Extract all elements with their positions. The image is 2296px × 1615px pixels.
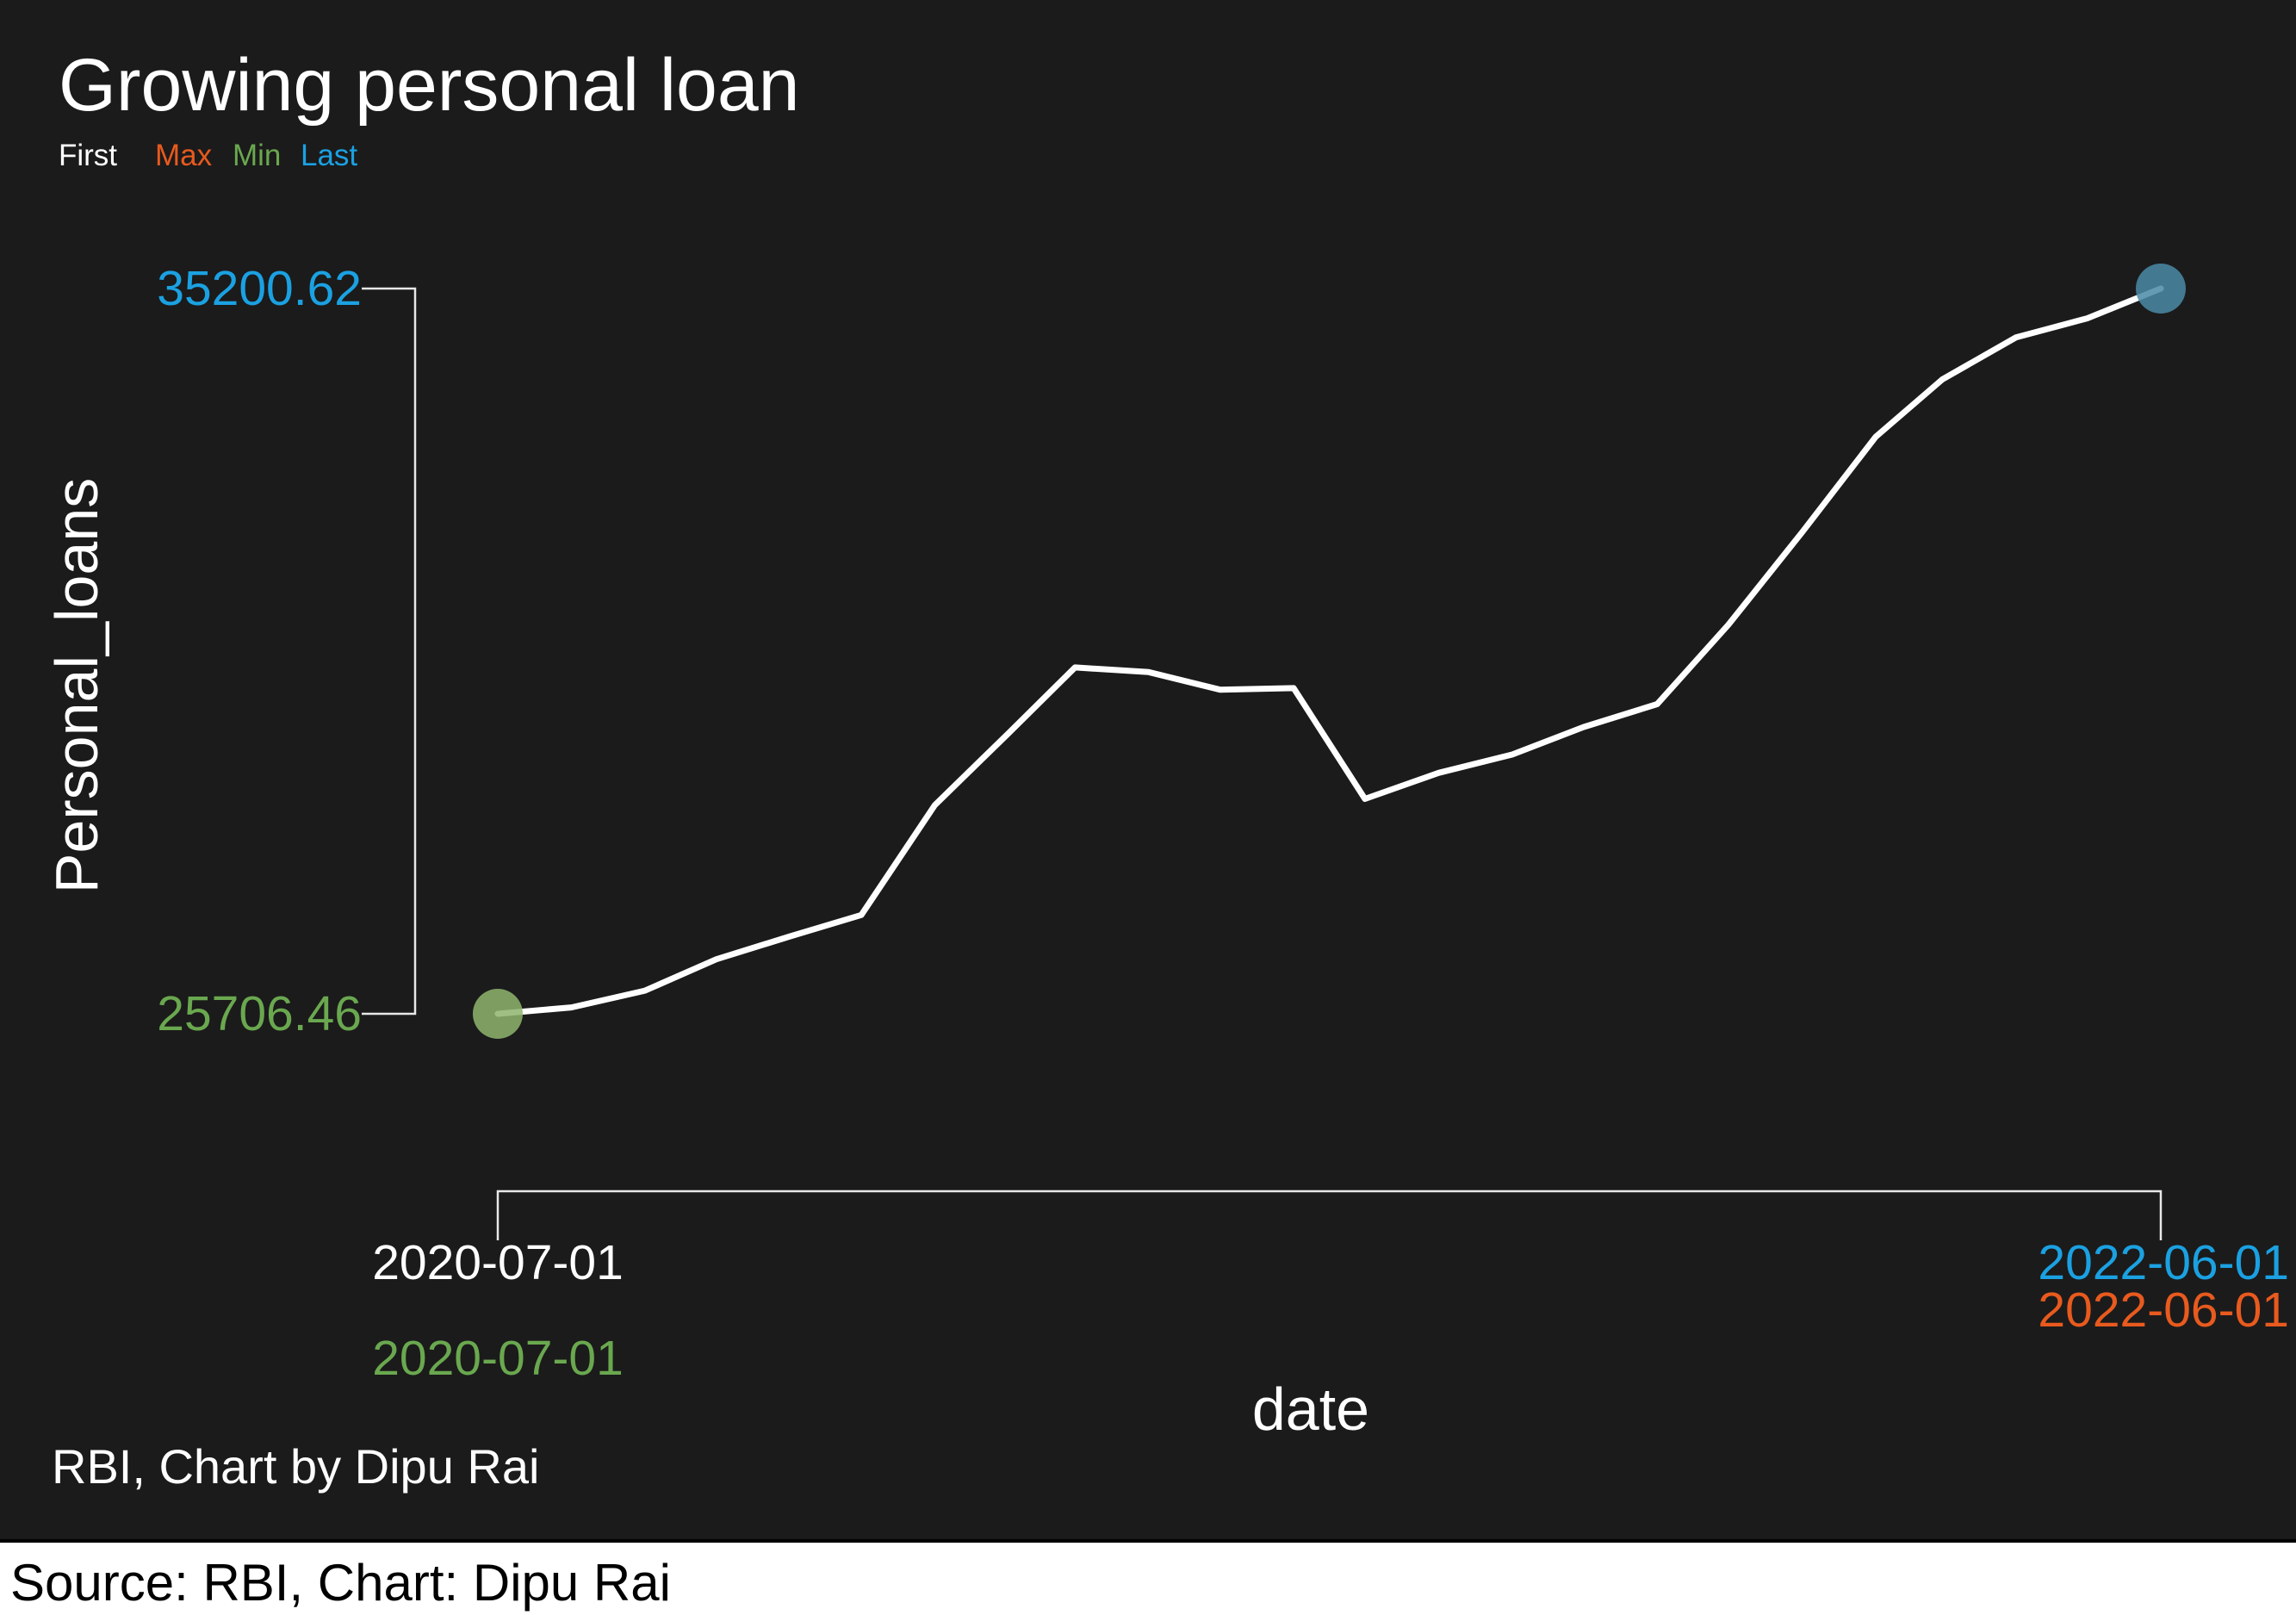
y-tick-label-last: 35200.62 — [157, 261, 362, 316]
min-point — [473, 989, 523, 1039]
legend: First Max Min Last — [59, 139, 357, 172]
x-tick-label-max: 2022-06-01 — [2038, 1283, 2289, 1338]
axes — [362, 287, 2163, 1240]
legend-max: Max — [155, 139, 213, 172]
series-line — [494, 285, 2164, 1017]
line-chart: Growing personal loan First Max Min Last… — [43, 44, 2289, 1494]
chart-title: Growing personal loan — [59, 44, 800, 127]
x-tick-label-min: 2020-07-01 — [372, 1331, 624, 1386]
y-axis-label: Personal_loans — [43, 478, 110, 894]
legend-min: Min — [233, 139, 281, 172]
source-bar: Source: RBI, Chart: Dipu Rai — [0, 1539, 2296, 1615]
tick-labels: 35200.62 25706.46 2020-07-01 2020-07-01 2022… — [157, 261, 2289, 1386]
x-axis-range-frame — [496, 1190, 2163, 1240]
x-axis-label: date — [1252, 1376, 1369, 1443]
y-tick-label-min: 25706.46 — [157, 986, 362, 1041]
highlight-points — [473, 264, 2186, 1039]
legend-last: Last — [301, 139, 357, 172]
x-tick-label-first: 2020-07-01 — [372, 1235, 624, 1290]
legend-first: First — [59, 139, 117, 172]
chart-area: Growing personal loan First Max Min Last… — [0, 0, 2296, 1539]
y-axis-range-frame — [362, 287, 417, 1016]
source-caption: Source: RBI, Chart: Dipu Rai — [10, 1554, 671, 1612]
x-tick-label-last: 2022-06-01 — [2038, 1235, 2289, 1290]
last-point — [2136, 264, 2186, 314]
plot-caption: RBI, Chart by Dipu Rai — [52, 1439, 539, 1494]
series — [494, 285, 2164, 1017]
